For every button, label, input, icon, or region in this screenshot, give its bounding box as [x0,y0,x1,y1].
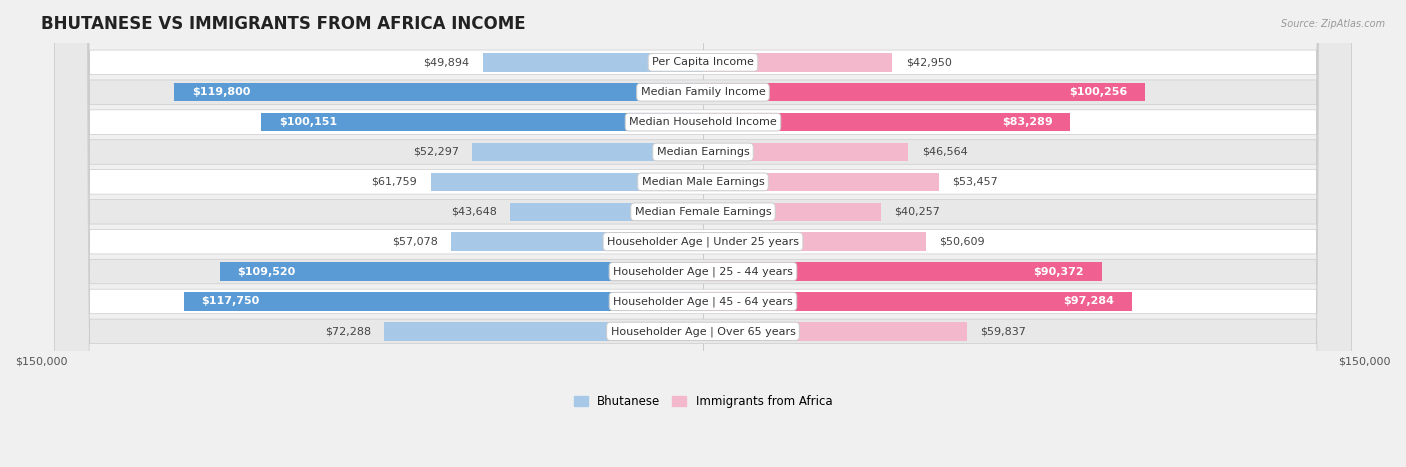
Bar [510,203,703,221]
Text: BHUTANESE VS IMMIGRANTS FROM AFRICA INCOME: BHUTANESE VS IMMIGRANTS FROM AFRICA INCO… [41,15,526,33]
Bar [384,322,703,340]
Bar [703,262,1102,281]
Text: $57,078: $57,078 [392,237,437,247]
Bar [472,143,703,161]
FancyBboxPatch shape [55,0,1351,467]
Bar [703,83,1146,101]
Text: $100,256: $100,256 [1070,87,1128,97]
Text: $72,288: $72,288 [325,326,371,336]
Text: $61,759: $61,759 [371,177,418,187]
Text: $40,257: $40,257 [894,207,939,217]
Text: Householder Age | 45 - 64 years: Householder Age | 45 - 64 years [613,296,793,307]
Text: $100,151: $100,151 [278,117,337,127]
Bar [174,83,703,101]
Bar [703,143,908,161]
Text: Median Earnings: Median Earnings [657,147,749,157]
Text: Median Female Earnings: Median Female Earnings [634,207,772,217]
Text: $83,289: $83,289 [1002,117,1053,127]
Text: Householder Age | Over 65 years: Householder Age | Over 65 years [610,326,796,337]
Bar [482,53,703,71]
Text: $109,520: $109,520 [238,267,295,276]
Text: $43,648: $43,648 [451,207,498,217]
Text: $53,457: $53,457 [952,177,998,187]
Text: Median Family Income: Median Family Income [641,87,765,97]
FancyBboxPatch shape [55,0,1351,467]
Text: Householder Age | Under 25 years: Householder Age | Under 25 years [607,236,799,247]
FancyBboxPatch shape [55,0,1351,467]
Text: $97,284: $97,284 [1063,297,1115,306]
FancyBboxPatch shape [55,0,1351,467]
Bar [703,53,893,71]
Legend: Bhutanese, Immigrants from Africa: Bhutanese, Immigrants from Africa [569,390,837,413]
Text: Source: ZipAtlas.com: Source: ZipAtlas.com [1281,19,1385,28]
Text: $59,837: $59,837 [980,326,1026,336]
Bar [184,292,703,311]
Text: $117,750: $117,750 [201,297,260,306]
Text: Median Male Earnings: Median Male Earnings [641,177,765,187]
Text: $49,894: $49,894 [423,57,470,67]
Bar [703,203,880,221]
Text: Per Capita Income: Per Capita Income [652,57,754,67]
FancyBboxPatch shape [55,0,1351,467]
Text: $42,950: $42,950 [905,57,952,67]
FancyBboxPatch shape [55,0,1351,467]
FancyBboxPatch shape [55,0,1351,467]
FancyBboxPatch shape [55,0,1351,467]
Text: $52,297: $52,297 [413,147,458,157]
Text: $46,564: $46,564 [922,147,967,157]
Bar [703,113,1070,131]
Text: $119,800: $119,800 [193,87,250,97]
Text: $50,609: $50,609 [939,237,986,247]
Bar [262,113,703,131]
Bar [703,292,1132,311]
Bar [703,322,967,340]
Bar [703,173,939,191]
Text: Householder Age | 25 - 44 years: Householder Age | 25 - 44 years [613,266,793,277]
Bar [451,233,703,251]
Bar [219,262,703,281]
Text: Median Household Income: Median Household Income [628,117,778,127]
FancyBboxPatch shape [55,0,1351,467]
Bar [430,173,703,191]
Text: $90,372: $90,372 [1033,267,1084,276]
Bar [703,233,927,251]
FancyBboxPatch shape [55,0,1351,467]
